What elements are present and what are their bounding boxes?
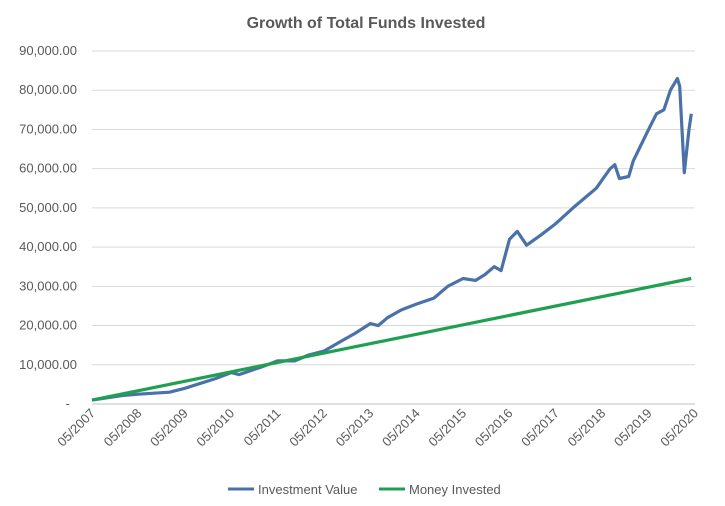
x-tick-label: 05/2014 xyxy=(379,406,423,450)
x-tick-label: 05/2010 xyxy=(193,406,237,450)
x-tick-label: 05/2016 xyxy=(472,406,516,450)
y-tick-label: 70,000.00 xyxy=(19,121,77,136)
y-tick-label: 10,000.00 xyxy=(19,357,77,372)
series-line-money-invested xyxy=(91,276,692,402)
y-tick-label: 80,000.00 xyxy=(19,82,77,97)
x-tick-label: 05/2009 xyxy=(147,406,191,450)
x-tick-label: 05/2007 xyxy=(54,406,98,450)
x-tick-label: 05/2013 xyxy=(333,406,377,450)
y-tick-label: 50,000.00 xyxy=(19,200,77,215)
y-tick-label: - xyxy=(66,396,70,411)
x-tick-label: 05/2017 xyxy=(518,406,562,450)
y-tick-label: 60,000.00 xyxy=(19,161,77,176)
x-tick-label: 05/2015 xyxy=(425,406,469,450)
y-tick-label: 40,000.00 xyxy=(19,239,77,254)
y-tick-label: 90,000.00 xyxy=(19,43,77,58)
legend-label-money-invested: Money Invested xyxy=(409,482,501,497)
x-tick-label: 05/2020 xyxy=(657,406,701,450)
y-tick-label: 20,000.00 xyxy=(19,318,77,333)
legend: Investment Value Money Invested xyxy=(228,482,501,497)
x-tick-label: 05/2018 xyxy=(565,406,609,450)
y-tick-label: 30,000.00 xyxy=(19,278,77,293)
chart-title: Growth of Total Funds Invested xyxy=(247,15,486,32)
x-tick-label: 05/2011 xyxy=(241,406,284,449)
x-tick-label: 05/2008 xyxy=(101,406,145,450)
legend-label-investment-value: Investment Value xyxy=(258,482,357,497)
x-tick-label: 05/2012 xyxy=(286,406,330,450)
series-line-investment-value xyxy=(91,76,693,402)
x-tick-label: 05/2019 xyxy=(611,406,655,450)
